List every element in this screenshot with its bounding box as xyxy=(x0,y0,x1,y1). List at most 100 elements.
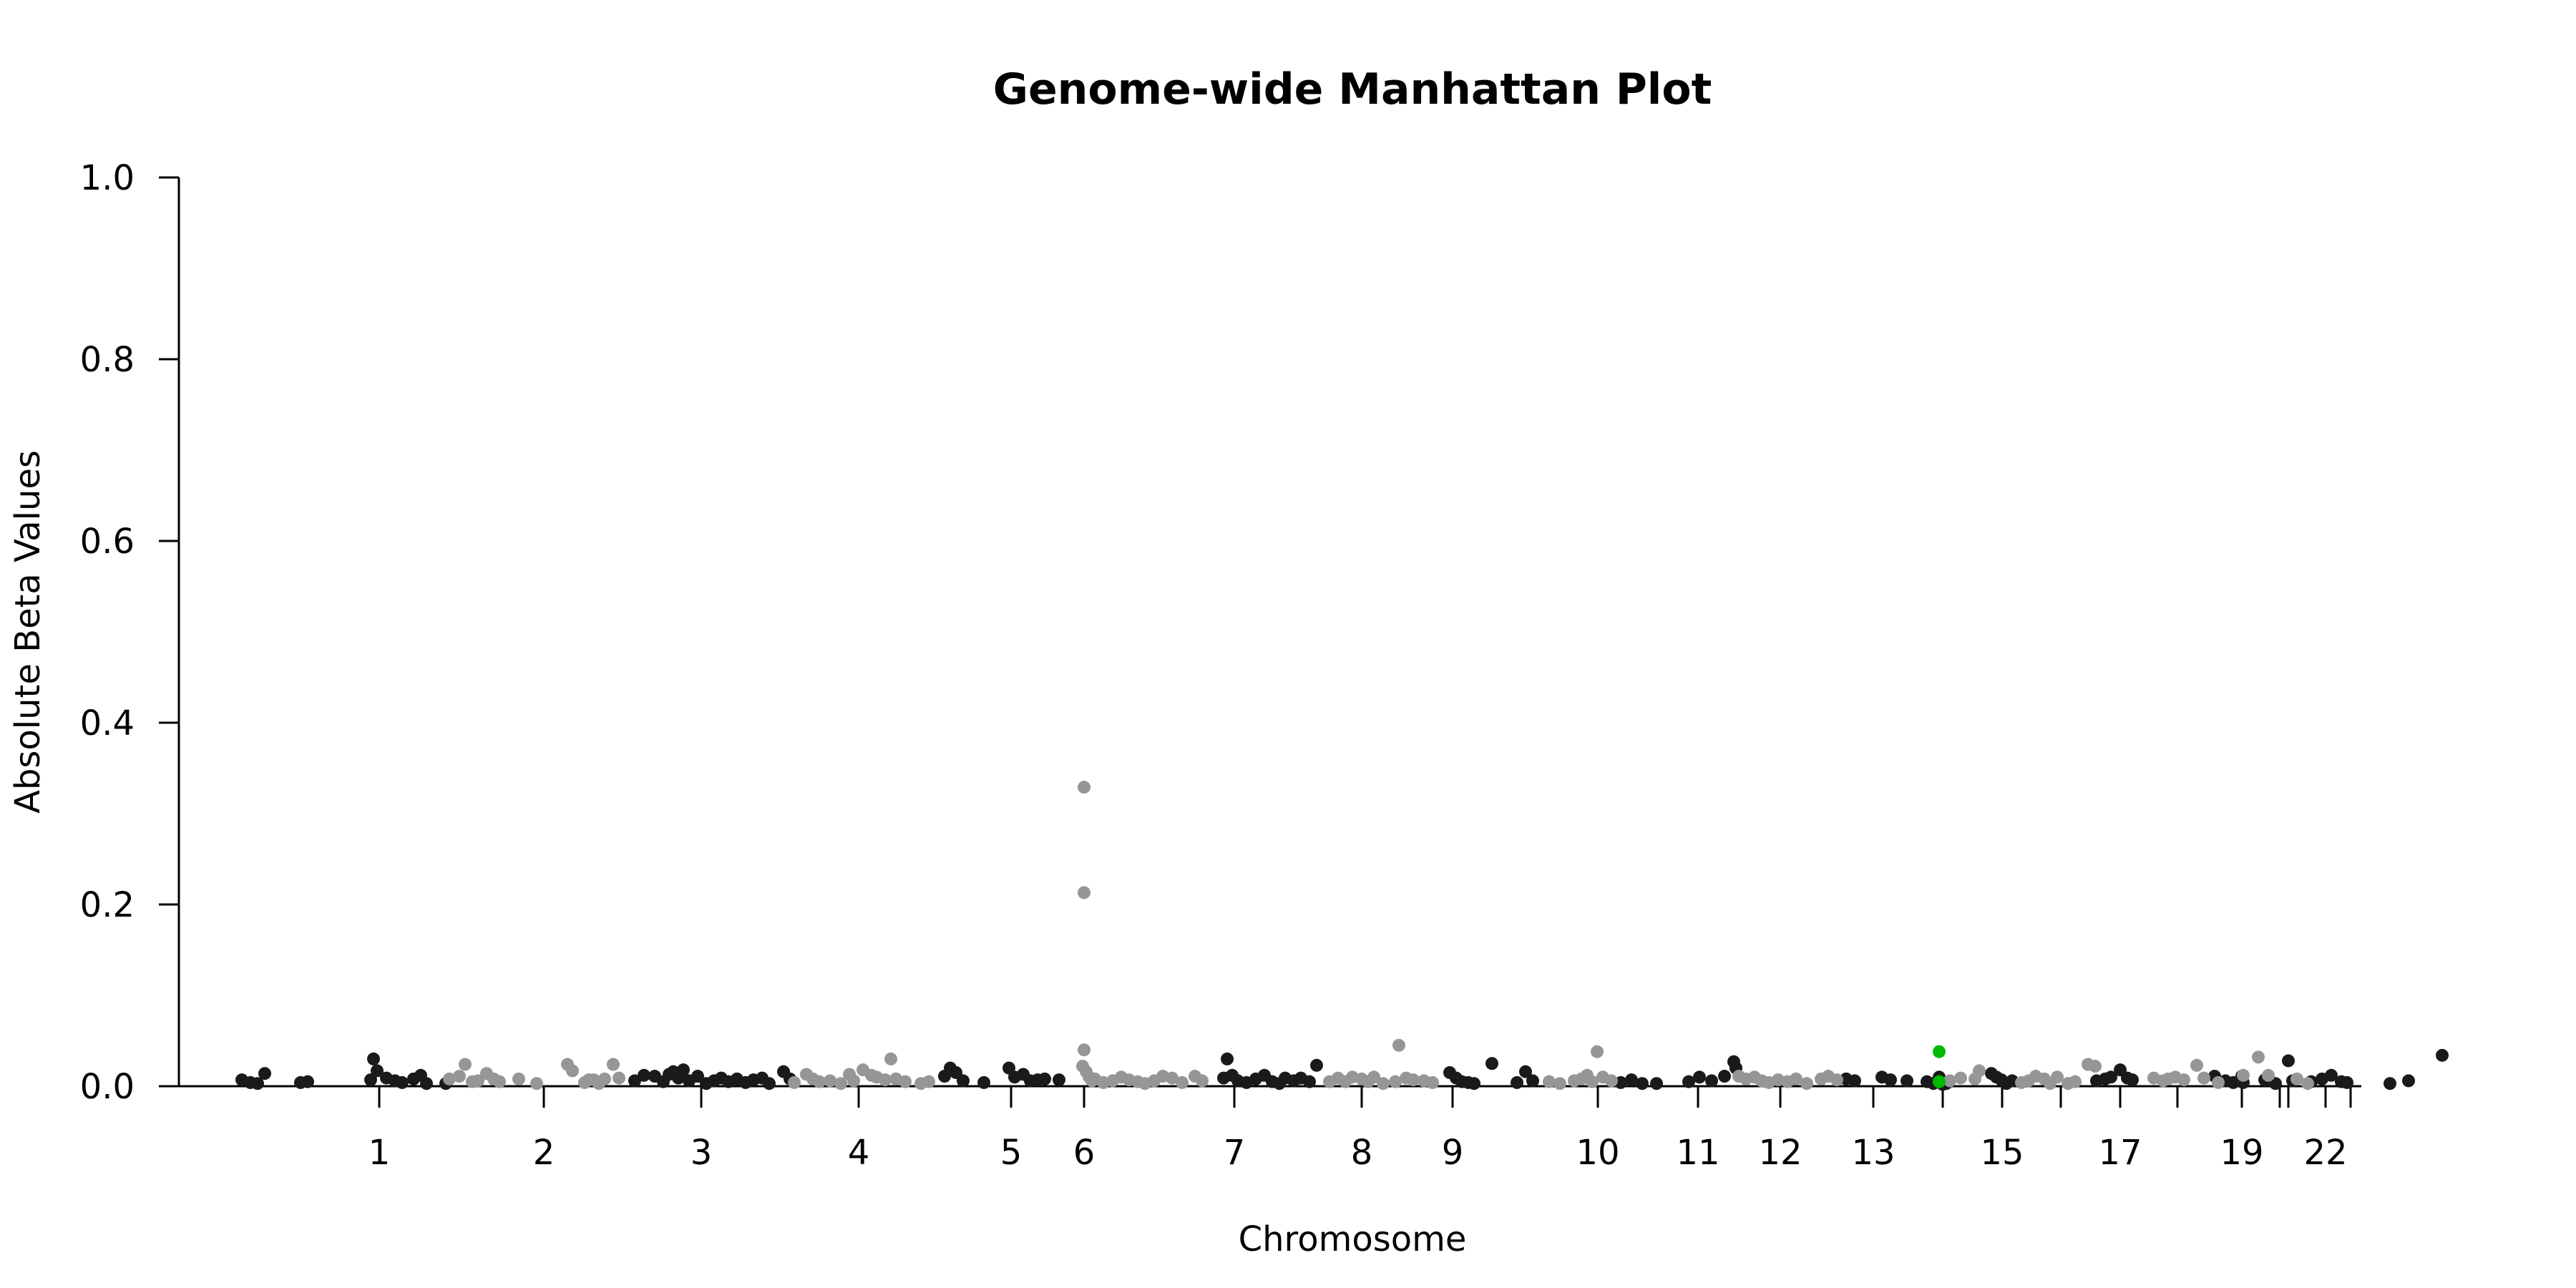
data-point-light xyxy=(1407,1073,1420,1087)
data-point-light xyxy=(922,1075,935,1088)
data-point-light xyxy=(1078,886,1091,899)
data-point-dark xyxy=(420,1077,433,1091)
data-point-dark xyxy=(638,1068,650,1082)
chromosome-label: 9 xyxy=(1442,1133,1464,1173)
x-axis-ticks: 1 2 3 4 5 6 7 8 9 10 11 12 13 15 17 19 22 xyxy=(369,1086,2352,1173)
data-point-dark xyxy=(371,1064,384,1078)
y-tick-label: 0.0 xyxy=(80,1067,135,1107)
data-point-dark xyxy=(364,1073,377,1087)
chromosome-label: 22 xyxy=(2303,1133,2347,1173)
data-point-dark xyxy=(1705,1074,1718,1088)
data-point-dark xyxy=(2126,1073,2139,1087)
data-point-light xyxy=(598,1072,611,1085)
chromosome-label: 5 xyxy=(1000,1133,1023,1173)
data-point-light xyxy=(1377,1077,1390,1091)
data-point-light xyxy=(1553,1077,1566,1091)
data-point-dark xyxy=(2402,1074,2415,1088)
data-point-light xyxy=(493,1075,506,1088)
data-point-dark xyxy=(1053,1073,1065,1087)
data-point-light xyxy=(2197,1071,2210,1085)
data-point-light xyxy=(1389,1075,1402,1088)
data-point-light xyxy=(613,1071,625,1085)
data-point-dark xyxy=(628,1074,641,1088)
chromosome-label: 7 xyxy=(1224,1133,1246,1173)
data-point-light xyxy=(459,1058,472,1071)
data-point-light xyxy=(1790,1072,1802,1085)
data-point-dark xyxy=(1310,1058,1323,1072)
data-point-dark xyxy=(1221,1052,1234,1065)
chromosome-label: 17 xyxy=(2098,1133,2142,1173)
y-tick-label: 0.6 xyxy=(80,522,135,562)
data-point-light xyxy=(899,1075,912,1088)
data-point-light xyxy=(566,1064,579,1078)
data-point-dark xyxy=(1848,1074,1861,1088)
data-point-light xyxy=(1800,1077,1813,1091)
data-point-light xyxy=(1367,1070,1380,1084)
chromosome-label: 6 xyxy=(1073,1133,1096,1173)
data-point-dark xyxy=(367,1052,380,1065)
data-point-dark xyxy=(1038,1072,1051,1085)
data-point-light xyxy=(884,1052,897,1065)
data-point-dark xyxy=(1303,1075,1316,1088)
chromosome-label: 12 xyxy=(1758,1133,1802,1173)
data-point-light xyxy=(1166,1071,1179,1085)
data-point-light xyxy=(1196,1074,1209,1088)
data-point-light xyxy=(2177,1073,2190,1087)
data-point-dark xyxy=(1718,1070,1731,1083)
data-point-light xyxy=(1591,1045,1604,1058)
data-point-light xyxy=(1078,781,1091,794)
data-point-dark xyxy=(2341,1075,2353,1089)
data-point-dark xyxy=(1519,1065,1532,1078)
data-point-light xyxy=(2069,1075,2082,1088)
data-point-light xyxy=(788,1075,801,1089)
data-point-light xyxy=(472,1074,484,1088)
data-point-light xyxy=(1543,1075,1556,1088)
chromosome-label: 13 xyxy=(1851,1133,1895,1173)
data-point-dark xyxy=(1650,1077,1663,1091)
data-point-light xyxy=(847,1074,860,1088)
data-point-light xyxy=(2190,1058,2203,1072)
data-point-light xyxy=(607,1058,620,1071)
data-point-light xyxy=(2301,1077,2314,1091)
data-point-light xyxy=(1586,1075,1599,1088)
data-point-dark xyxy=(691,1070,704,1083)
chromosome-label: 11 xyxy=(1676,1133,1719,1173)
data-point-dark xyxy=(1682,1075,1695,1088)
data-points xyxy=(235,781,2449,1091)
data-point-dark xyxy=(2384,1077,2396,1091)
data-point-dark xyxy=(251,1077,264,1091)
data-point-dark xyxy=(1526,1074,1539,1088)
chromosome-label: 3 xyxy=(691,1133,713,1173)
chromosome-label: 8 xyxy=(1351,1133,1373,1173)
data-point-dark xyxy=(1636,1077,1649,1091)
chromosome-label: 10 xyxy=(1576,1133,1619,1173)
data-point-dark xyxy=(2436,1048,2449,1062)
data-point-dark xyxy=(2325,1068,2338,1082)
data-point-dark xyxy=(1485,1057,1498,1070)
chart-title: Genome-wide Manhattan Plot xyxy=(993,64,1712,114)
x-axis-title: Chromosome xyxy=(1239,1219,1467,1259)
data-point-light xyxy=(1830,1073,1843,1087)
data-point-light xyxy=(2212,1075,2225,1089)
data-point-light xyxy=(2262,1068,2275,1082)
data-point-light xyxy=(1392,1038,1405,1052)
y-axis-ticks: 0.0 0.2 0.4 0.6 0.8 1.0 xyxy=(80,158,179,1107)
chromosome-label: 1 xyxy=(369,1133,391,1173)
data-point-dark xyxy=(1693,1070,1706,1084)
chromosome-label: 15 xyxy=(1980,1133,2024,1173)
data-point-light xyxy=(453,1070,466,1083)
data-point-light xyxy=(443,1072,456,1085)
chromosome-label: 4 xyxy=(848,1133,870,1173)
data-point-dark xyxy=(1511,1075,1523,1089)
data-point-light xyxy=(1426,1075,1439,1089)
data-point-dark xyxy=(667,1065,680,1078)
data-point-light xyxy=(2252,1050,2265,1064)
data-point-dark xyxy=(957,1074,970,1088)
data-point-dark xyxy=(1901,1074,1913,1088)
data-point-light xyxy=(1176,1075,1189,1089)
chromosome-label: 19 xyxy=(2220,1133,2263,1173)
data-point-light xyxy=(2237,1068,2250,1082)
data-point-dark xyxy=(977,1075,990,1089)
